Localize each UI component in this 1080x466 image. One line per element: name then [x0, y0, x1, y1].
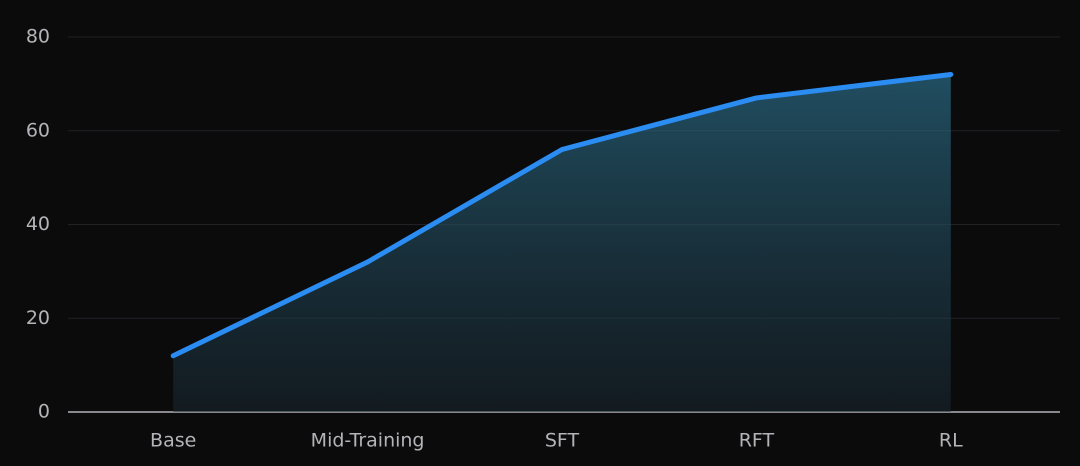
x-tick-label: SFT [545, 430, 580, 452]
y-tick-label: 80 [26, 26, 50, 48]
x-tick-label: Base [150, 430, 196, 452]
y-tick-label: 20 [26, 307, 50, 329]
y-tick-label: 60 [26, 119, 50, 141]
x-tick-label: RL [939, 430, 963, 452]
line [170, 72, 954, 359]
y-tick-label: 0 [38, 401, 50, 423]
area-fill [173, 74, 951, 412]
y-tick-label: 40 [26, 213, 50, 235]
x-tick-label: RFT [739, 430, 775, 452]
x-tick-label: Mid-Training [311, 430, 425, 452]
